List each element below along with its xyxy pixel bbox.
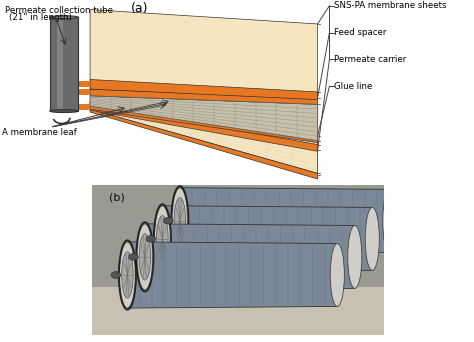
Polygon shape — [90, 89, 318, 104]
Polygon shape — [50, 81, 90, 87]
Ellipse shape — [139, 234, 151, 280]
Ellipse shape — [50, 16, 78, 19]
Polygon shape — [145, 224, 355, 290]
Ellipse shape — [348, 225, 362, 288]
Text: Glue line: Glue line — [334, 82, 373, 91]
Polygon shape — [90, 104, 318, 175]
Ellipse shape — [164, 218, 173, 224]
Polygon shape — [90, 109, 318, 179]
Polygon shape — [92, 185, 384, 287]
Text: Feed spacer: Feed spacer — [334, 28, 386, 37]
Ellipse shape — [50, 110, 78, 113]
Ellipse shape — [137, 224, 153, 290]
Text: (21" in length): (21" in length) — [9, 13, 72, 22]
Polygon shape — [163, 206, 372, 272]
Text: A membrane leaf: A membrane leaf — [2, 128, 77, 137]
FancyBboxPatch shape — [92, 185, 384, 335]
Polygon shape — [57, 17, 63, 111]
Polygon shape — [90, 79, 318, 100]
Polygon shape — [180, 188, 390, 254]
Polygon shape — [90, 96, 318, 141]
Ellipse shape — [155, 206, 171, 272]
Text: (a): (a) — [131, 2, 148, 15]
Ellipse shape — [174, 198, 186, 244]
Polygon shape — [50, 17, 78, 111]
Polygon shape — [92, 287, 384, 335]
Text: Permeate carrier: Permeate carrier — [334, 55, 406, 64]
Text: Permeate collection tube: Permeate collection tube — [5, 6, 113, 15]
Ellipse shape — [111, 272, 121, 278]
Ellipse shape — [330, 244, 344, 306]
Ellipse shape — [383, 189, 397, 252]
Text: (b): (b) — [109, 193, 125, 202]
Polygon shape — [50, 104, 90, 110]
Ellipse shape — [146, 236, 155, 242]
Ellipse shape — [156, 216, 168, 262]
Ellipse shape — [365, 207, 379, 270]
Text: SNS-PA membrane sheets: SNS-PA membrane sheets — [334, 1, 447, 10]
Polygon shape — [128, 242, 337, 308]
Ellipse shape — [128, 254, 138, 260]
Polygon shape — [90, 103, 318, 143]
Polygon shape — [90, 103, 318, 173]
Ellipse shape — [119, 242, 136, 308]
Polygon shape — [90, 10, 318, 98]
Polygon shape — [50, 89, 90, 95]
Ellipse shape — [122, 252, 133, 298]
Polygon shape — [90, 104, 318, 151]
Ellipse shape — [172, 188, 188, 254]
